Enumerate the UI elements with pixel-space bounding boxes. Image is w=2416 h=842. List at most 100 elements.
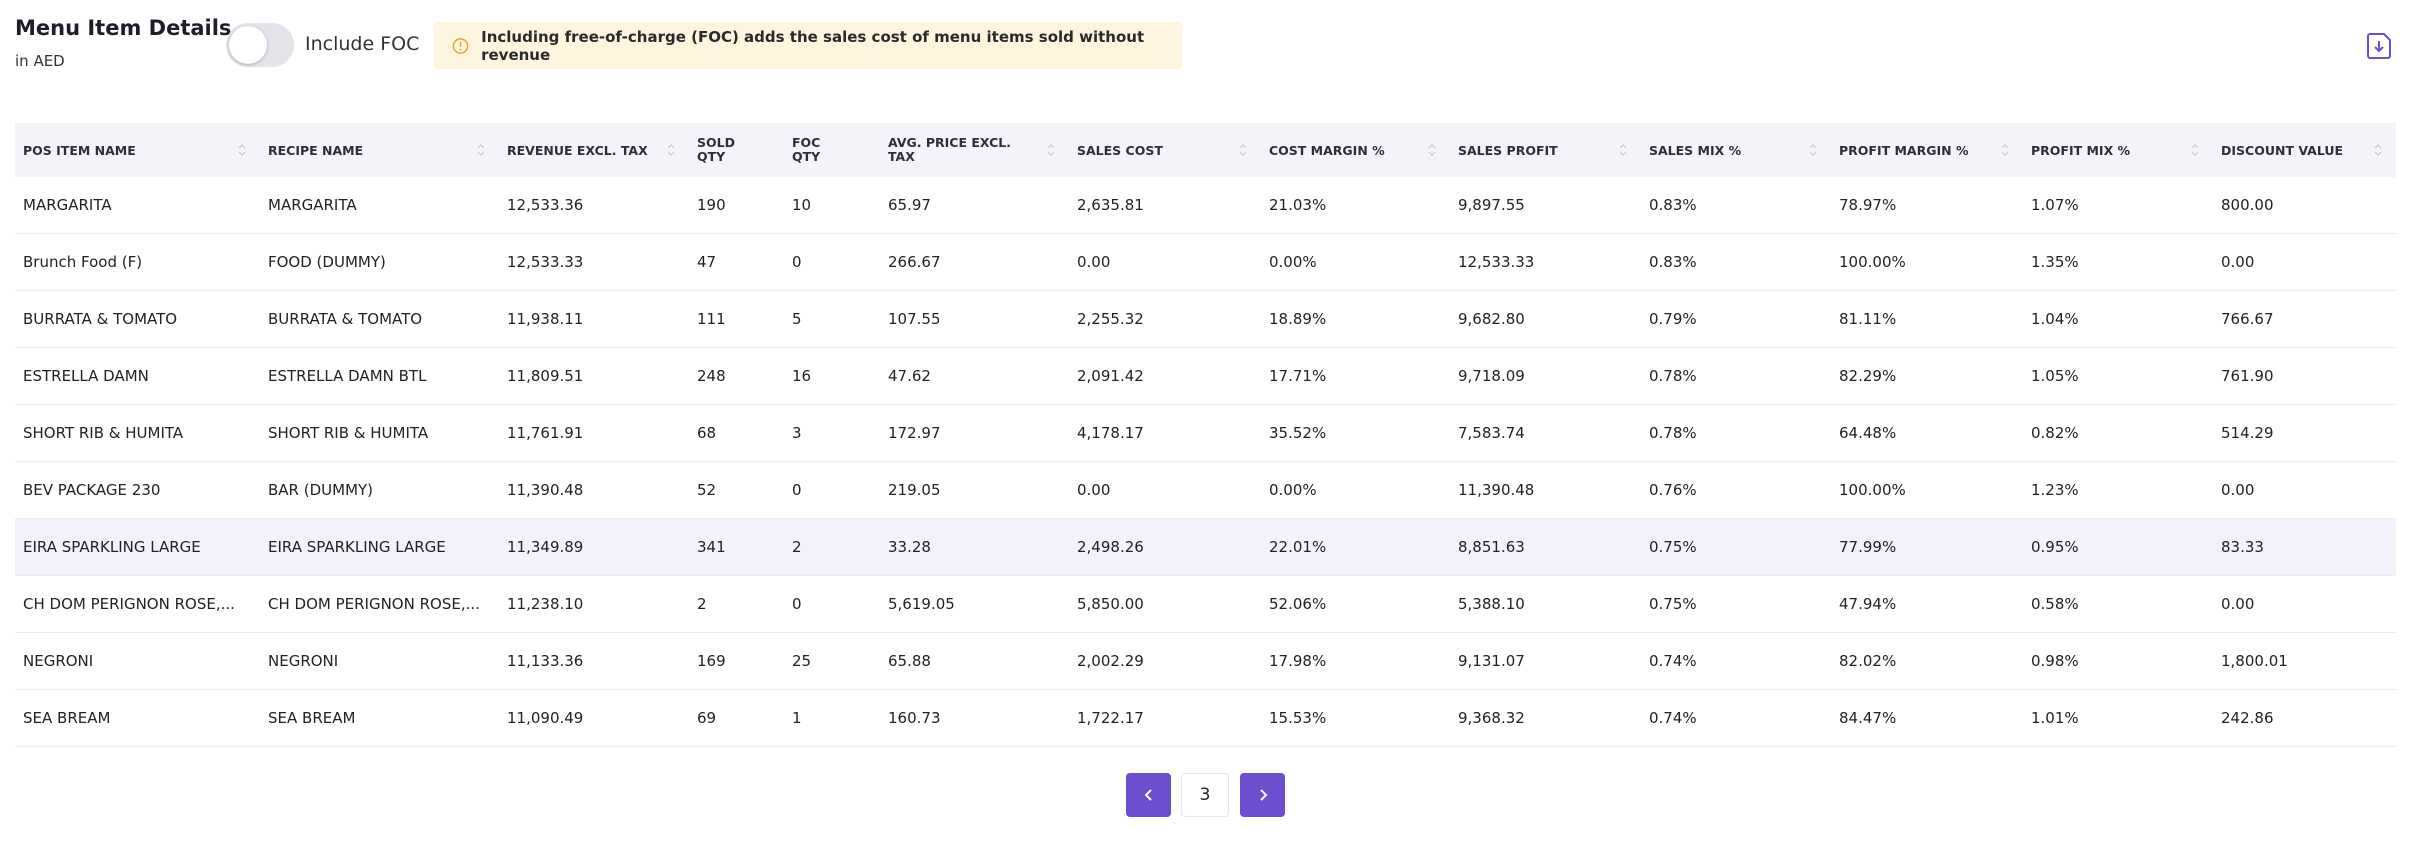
table-cell: Brunch Food (F) <box>15 233 260 291</box>
table-cell: 0.00 <box>2213 233 2396 291</box>
table-cell: 800.00 <box>2213 177 2396 234</box>
table-row[interactable]: NEGRONI NEGRONI 11,133.36 169 25 65.88 2,002.2… <box>15 632 2396 690</box>
column-header[interactable]: SALES PROFIT <box>1450 123 1641 177</box>
column-title: REVENUE EXCL. TAX <box>507 142 648 158</box>
column-header[interactable]: SALES MIX % <box>1641 123 1831 177</box>
download-button[interactable] <box>2364 30 2396 62</box>
foc-toggle[interactable] <box>226 23 294 67</box>
table-cell: 65.97 <box>880 177 1069 234</box>
table-cell: 1.04% <box>2023 290 2213 348</box>
table-cell: 1.35% <box>2023 233 2213 291</box>
table-cell: 11,761.91 <box>499 404 689 462</box>
table-cell: 0 <box>784 461 880 519</box>
table-cell: 1.05% <box>2023 347 2213 405</box>
table-cell: 47.94% <box>1831 575 2023 633</box>
table-row[interactable]: BEV PACKAGE 230 BAR (DUMMY) 11,390.48 52 0 21… <box>15 461 2396 519</box>
table-cell: 52.06% <box>1261 575 1450 633</box>
column-header[interactable]: AVG. PRICE EXCL. TAX <box>880 123 1069 177</box>
table-cell: 0.82% <box>2023 404 2213 462</box>
table-cell: 1,722.17 <box>1069 689 1261 747</box>
table-cell: 11,349.89 <box>499 518 689 576</box>
table-cell: 15.53% <box>1261 689 1450 747</box>
table-cell: 9,682.80 <box>1450 290 1641 348</box>
table-cell: 64.48% <box>1831 404 2023 462</box>
table-cell: 47.62 <box>880 347 1069 405</box>
table-cell: 0.78% <box>1641 347 1831 405</box>
column-header[interactable]: SOLD QTY <box>689 123 784 177</box>
table-cell: 0 <box>784 575 880 633</box>
table-cell: 12,533.36 <box>499 177 689 234</box>
column-header[interactable]: FOC QTY <box>784 123 880 177</box>
table-cell: 9,718.09 <box>1450 347 1641 405</box>
column-header[interactable]: REVENUE EXCL. TAX <box>499 123 689 177</box>
table-row[interactable]: MARGARITA MARGARITA 12,533.36 190 10 65.97 2,6… <box>15 177 2396 234</box>
column-header[interactable]: RECIPE NAME <box>260 123 499 177</box>
table-cell: 0.95% <box>2023 518 2213 576</box>
table-cell: 0.78% <box>1641 404 1831 462</box>
table-cell: SEA BREAM <box>15 689 260 747</box>
table-cell: 1,800.01 <box>2213 632 2396 690</box>
table-cell: 82.02% <box>1831 632 2023 690</box>
table-row[interactable]: SHORT RIB & HUMITA SHORT RIB & HUMITA 11,7… <box>15 404 2396 462</box>
toggle-label: Include FOC <box>305 33 420 55</box>
table-cell: 65.88 <box>880 632 1069 690</box>
table-cell: 0.74% <box>1641 632 1831 690</box>
table-cell: 219.05 <box>880 461 1069 519</box>
table-cell: 172.97 <box>880 404 1069 462</box>
table-cell: 68 <box>689 404 784 462</box>
table-row[interactable]: Brunch Food (F) FOOD (DUMMY) 12,533.33 47 0 2… <box>15 233 2396 291</box>
column-header[interactable]: COST MARGIN % <box>1261 123 1450 177</box>
prev-page[interactable] <box>1126 773 1171 817</box>
table-row[interactable]: SEA BREAM SEA BREAM 11,090.49 69 1 160.73 1,72… <box>15 689 2396 747</box>
table-cell: 5,388.10 <box>1450 575 1641 633</box>
table-cell: 0.00% <box>1261 461 1450 519</box>
table-cell: CH DOM PERIGNON ROSE,... <box>15 575 260 633</box>
column-header[interactable]: PROFIT MARGIN % <box>1831 123 2023 177</box>
menu-table: POS ITEM NAME RECIPE NAME REVENUE EXCL. TA… <box>15 123 2396 747</box>
title: Menu Item Details <box>15 16 232 40</box>
table-cell: 12,533.33 <box>1450 233 1641 291</box>
table-cell: CH DOM PERIGNON ROSE,... <box>260 575 499 633</box>
table-cell: 11,390.48 <box>499 461 689 519</box>
table-cell: 78.97% <box>1831 177 2023 234</box>
table-cell: 11,133.36 <box>499 632 689 690</box>
table-cell: 0.79% <box>1641 290 1831 348</box>
table-cell: 2,002.29 <box>1069 632 1261 690</box>
table-cell: ESTRELLA DAMN BTL <box>260 347 499 405</box>
table-cell: 2,255.32 <box>1069 290 1261 348</box>
table-cell: 2 <box>784 518 880 576</box>
next-page[interactable] <box>1240 773 1285 817</box>
table-cell: SHORT RIB & HUMITA <box>15 404 260 462</box>
table-cell: 5,619.05 <box>880 575 1069 633</box>
table-cell: 0.58% <box>2023 575 2213 633</box>
table-cell: 11,809.51 <box>499 347 689 405</box>
table-row[interactable]: ESTRELLA DAMN ESTRELLA DAMN BTL 11,809.51 2… <box>15 347 2396 405</box>
column-header[interactable]: PROFIT MIX % <box>2023 123 2213 177</box>
table-cell: 11,938.11 <box>499 290 689 348</box>
table-cell: 0.00 <box>1069 233 1261 291</box>
table-cell: MARGARITA <box>260 177 499 234</box>
table-cell: 10 <box>784 177 880 234</box>
table-cell: 0.75% <box>1641 575 1831 633</box>
table-cell: 2 <box>689 575 784 633</box>
table-cell: FOOD (DUMMY) <box>260 233 499 291</box>
table-cell: 35.52% <box>1261 404 1450 462</box>
table-row[interactable]: EIRA SPARKLING LARGE EIRA SPARKLING LARGE… <box>15 518 2396 576</box>
table-cell: SEA BREAM <box>260 689 499 747</box>
column-header[interactable]: POS ITEM NAME <box>15 123 260 177</box>
column-title: PROFIT MARGIN % <box>1839 142 1969 158</box>
table-cell: 0.00% <box>1261 233 1450 291</box>
page-number: 3 <box>1181 773 1229 817</box>
table-cell: 100.00% <box>1831 233 2023 291</box>
table-cell: 100.00% <box>1831 461 2023 519</box>
table-cell: 9,131.07 <box>1450 632 1641 690</box>
table-row[interactable]: BURRATA & TOMATO BURRATA & TOMATO 11,938.1… <box>15 290 2396 348</box>
column-title: AVG. PRICE EXCL. TAX <box>888 135 1011 164</box>
table-cell: 82.29% <box>1831 347 2023 405</box>
column-title: POS ITEM NAME <box>23 142 136 158</box>
column-header[interactable]: SALES COST <box>1069 123 1261 177</box>
table-cell: 8,851.63 <box>1450 518 1641 576</box>
table-row[interactable]: CH DOM PERIGNON ROSE,... CH DOM PERIGNON … <box>15 575 2396 633</box>
column-title: PROFIT MIX % <box>2031 142 2131 158</box>
column-header[interactable]: DISCOUNT VALUE <box>2213 123 2396 177</box>
